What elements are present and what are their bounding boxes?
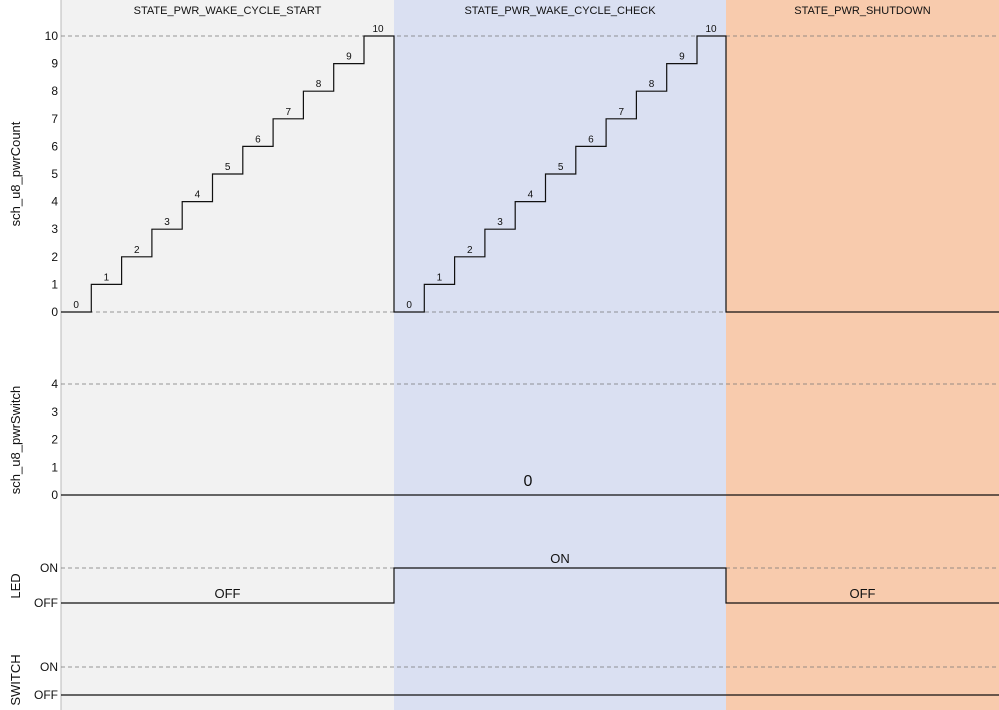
count-step-label: 0 bbox=[406, 300, 412, 311]
led-tick-label: ON bbox=[40, 561, 58, 575]
count-tick-label: 10 bbox=[45, 29, 59, 43]
switch-tick-label: ON bbox=[40, 660, 58, 674]
count-step-label: 2 bbox=[134, 245, 140, 256]
pwr-switch-value-label: 0 bbox=[524, 473, 533, 490]
count-tick-label: 1 bbox=[51, 277, 58, 291]
state-label: STATE_PWR_WAKE_CYCLE_CHECK bbox=[464, 5, 656, 17]
count-step-label: 7 bbox=[618, 107, 624, 118]
count-tick-label: 4 bbox=[51, 195, 58, 209]
led-level-label: ON bbox=[550, 551, 570, 566]
state-band-2 bbox=[726, 0, 999, 710]
track-label: sch_u8_pwrSwitch bbox=[8, 386, 23, 494]
count-step-label: 6 bbox=[255, 134, 261, 145]
count-tick-label: 7 bbox=[51, 112, 58, 126]
count-step-label: 3 bbox=[497, 217, 503, 228]
track-label: SWITCH bbox=[8, 654, 23, 705]
led-trace bbox=[61, 567, 999, 604]
count-step-label: 10 bbox=[705, 24, 717, 35]
count-tick-label: 5 bbox=[51, 167, 58, 181]
switch-count-tick-label: 4 bbox=[51, 377, 58, 391]
count-step-label: 4 bbox=[528, 190, 534, 201]
count-tick-label: 8 bbox=[51, 84, 58, 98]
count-step-label: 8 bbox=[316, 79, 322, 90]
led-tick-label: OFF bbox=[34, 596, 58, 610]
count-step-label: 9 bbox=[346, 52, 352, 63]
track-label: LED bbox=[8, 573, 23, 598]
switch-count-tick-label: 1 bbox=[51, 460, 58, 474]
count-step-label: 9 bbox=[679, 52, 685, 63]
count-step-label: 5 bbox=[225, 162, 231, 173]
switch-tick-label: OFF bbox=[34, 688, 58, 702]
count-trace bbox=[61, 35, 999, 313]
count-step-label: 8 bbox=[649, 79, 655, 90]
count-tick-label: 0 bbox=[51, 305, 58, 319]
count-step-label: 1 bbox=[437, 272, 443, 283]
count-step-label: 3 bbox=[164, 217, 170, 228]
count-step-label: 10 bbox=[372, 24, 384, 35]
switch-count-tick-label: 0 bbox=[51, 488, 58, 502]
switch-count-tick-label: 3 bbox=[51, 405, 58, 419]
signal-traces bbox=[61, 35, 999, 696]
switch-count-tick-label: 2 bbox=[51, 433, 58, 447]
axis-labels: 0 1 2 3 4 5 6 7 8 9 10 sch_u8_pwrCount 0 1 2 3 4 sch_u8_p… bbox=[8, 29, 58, 706]
value-annotations: 0 1 2 3 4 5 6 7 8 9 10 0 1 2 3 4 5 6 7 8 9 10 0 OFF ON OFF bbox=[73, 24, 875, 601]
count-step-label: 4 bbox=[195, 190, 201, 201]
count-step-label: 7 bbox=[285, 107, 291, 118]
led-level-label: OFF bbox=[215, 586, 241, 601]
count-step-label: 1 bbox=[104, 272, 110, 283]
state-band-0 bbox=[61, 0, 394, 710]
state-bands: STATE_PWR_WAKE_CYCLE_START STATE_PWR_WAKE… bbox=[60, 0, 999, 710]
count-tick-label: 6 bbox=[51, 139, 58, 153]
state-band-1 bbox=[394, 0, 726, 710]
count-step-label: 6 bbox=[588, 134, 594, 145]
count-tick-label: 9 bbox=[51, 57, 58, 71]
count-tick-label: 3 bbox=[51, 222, 58, 236]
state-label: STATE_PWR_WAKE_CYCLE_START bbox=[134, 5, 322, 17]
count-step-label: 2 bbox=[467, 245, 473, 256]
state-label: STATE_PWR_SHUTDOWN bbox=[794, 5, 931, 17]
count-step-label: 5 bbox=[558, 162, 564, 173]
track-label: sch_u8_pwrCount bbox=[8, 121, 23, 226]
count-step-label: 0 bbox=[73, 300, 79, 311]
led-level-label: OFF bbox=[850, 586, 876, 601]
count-tick-label: 2 bbox=[51, 250, 58, 264]
